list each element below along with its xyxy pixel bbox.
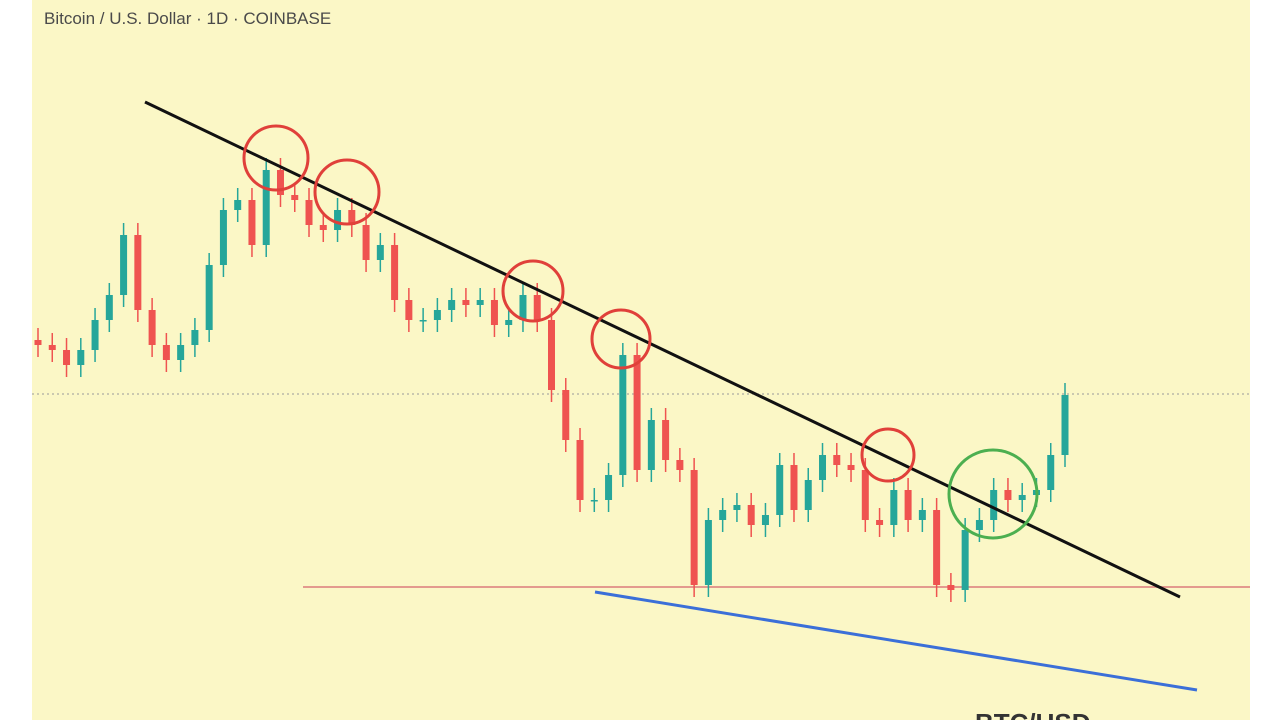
candle-body: [676, 460, 684, 470]
candle-body: [662, 420, 670, 460]
candle-body: [476, 300, 484, 305]
candle-body: [63, 350, 71, 365]
watermark: BTC/USD: [975, 708, 1091, 720]
candle-body: [505, 320, 513, 325]
candles: [34, 158, 1069, 602]
highlight-circle: [242, 124, 310, 192]
candle-body: [861, 470, 869, 520]
highlight-circle: [590, 308, 652, 370]
candle-body: [376, 245, 384, 260]
candle-body: [647, 420, 655, 470]
candle-body: [1061, 395, 1069, 455]
candle-body: [933, 510, 941, 585]
candle-body: [947, 585, 955, 590]
trend-line: [144, 100, 1181, 599]
candle-body: [77, 350, 85, 365]
highlight-circle: [313, 158, 381, 226]
candle-body: [219, 210, 227, 265]
candle-body: [890, 490, 898, 525]
candle-body: [690, 470, 698, 585]
candle-body: [733, 505, 741, 510]
candle-body: [490, 300, 498, 325]
annotations: [242, 124, 1039, 540]
candle-body: [134, 235, 142, 310]
candle-body: [619, 355, 627, 475]
candle-body: [391, 245, 399, 300]
candle-body: [847, 465, 855, 470]
candle-body: [804, 480, 812, 510]
candle-body: [633, 355, 641, 470]
candle-body: [191, 330, 199, 345]
candle-body: [747, 505, 755, 525]
candle-body: [562, 390, 570, 440]
candle-body: [876, 520, 884, 525]
candle-body: [205, 265, 213, 330]
candle-body: [904, 490, 912, 520]
candle-body: [433, 310, 441, 320]
candle-body: [105, 295, 113, 320]
candle-body: [704, 520, 712, 585]
highlight-circle: [501, 259, 565, 323]
candle-body: [776, 465, 784, 515]
candle-body: [961, 530, 969, 590]
candle-body: [177, 345, 185, 360]
candle-body: [1018, 495, 1026, 500]
highlight-circle: [860, 427, 916, 483]
candle-body: [234, 200, 242, 210]
candle-body: [576, 440, 584, 500]
candle-body: [148, 310, 156, 345]
chart-title: Bitcoin / U.S. Dollar · 1D · COINBASE: [44, 9, 331, 28]
candle-body: [462, 300, 470, 305]
candle-body: [319, 225, 327, 230]
candle-body: [761, 515, 769, 525]
candle-body: [291, 195, 299, 200]
candle-body: [819, 455, 827, 480]
candle-body: [348, 210, 356, 225]
candle-body: [419, 320, 427, 322]
candle-body: [91, 320, 99, 350]
candle-body: [975, 520, 983, 530]
breakout-circle: [947, 448, 1039, 540]
candle-body: [1047, 455, 1055, 490]
candle-body: [719, 510, 727, 520]
candle-body: [405, 300, 413, 320]
candle-body: [276, 170, 284, 195]
candle-body: [548, 320, 555, 390]
candle-body: [990, 490, 998, 520]
candle-body: [34, 340, 42, 345]
candle-body: [48, 345, 56, 350]
candle-body: [448, 300, 456, 310]
support-line: [594, 590, 1198, 692]
candle-body: [120, 235, 128, 295]
candle-body: [519, 295, 527, 320]
candle-body: [833, 455, 841, 465]
candle-body: [1004, 490, 1012, 500]
candle-body: [590, 500, 598, 502]
candle-body: [162, 345, 170, 360]
candle-body: [262, 170, 270, 245]
candle-body: [605, 475, 613, 500]
candle-body: [334, 210, 342, 230]
candle-body: [918, 510, 926, 520]
candle-body: [305, 200, 313, 225]
candle-body: [248, 200, 256, 245]
candle-body: [533, 295, 541, 320]
candle-body: [362, 225, 370, 260]
candle-body: [790, 465, 798, 510]
